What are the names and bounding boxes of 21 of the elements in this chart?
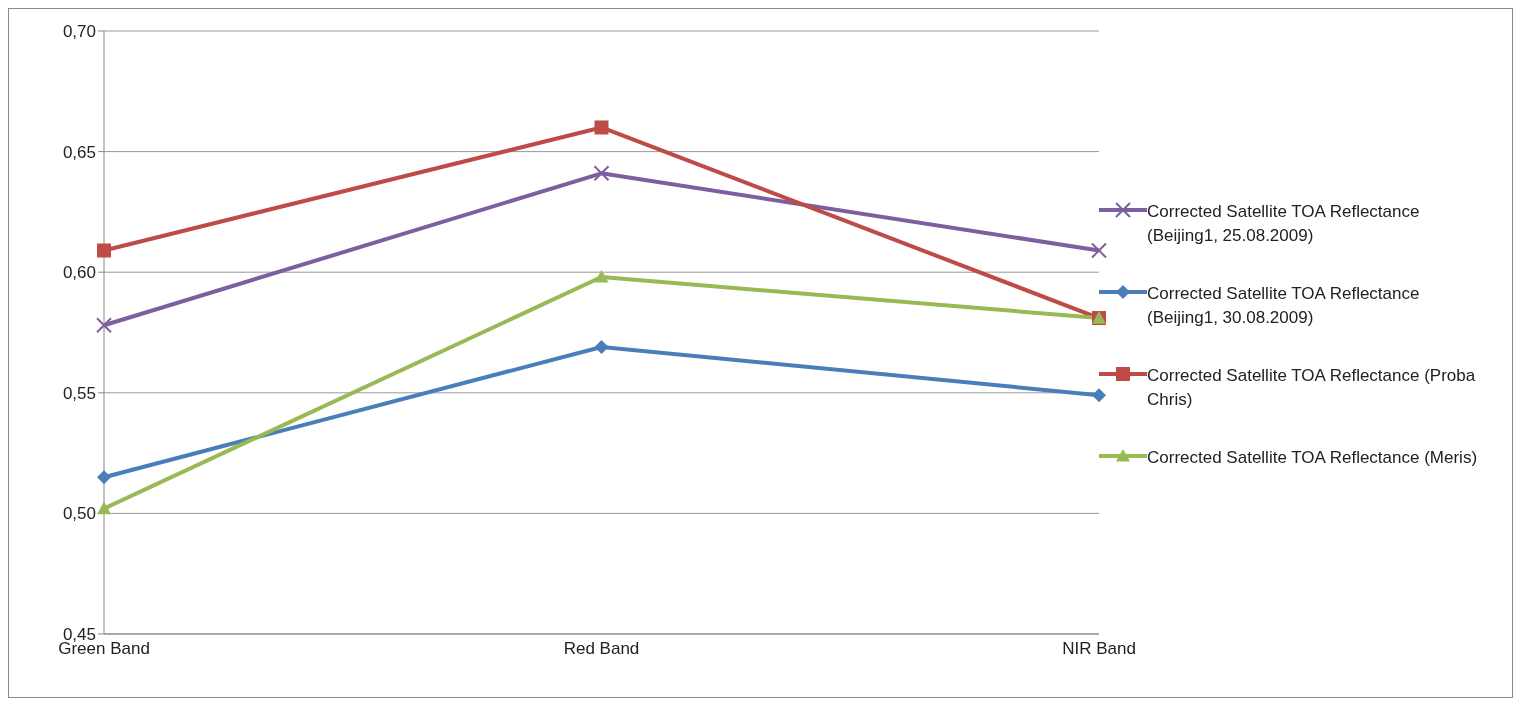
- point: [593, 165, 610, 182]
- point: [594, 339, 609, 354]
- legend-label: Corrected Satellite TOA Reflectance (Beijing1, 30.08.2009): [1147, 282, 1421, 329]
- point: [96, 317, 112, 334]
- point: [594, 270, 609, 283]
- y-tick-label: 0,55: [62, 383, 96, 403]
- y-tick-label: 0,70: [62, 22, 96, 42]
- point: [594, 120, 609, 135]
- point: [97, 470, 111, 485]
- point: [1091, 242, 1107, 259]
- y-tick-label: 0,60: [62, 263, 96, 283]
- x-tick-label: NIR Band: [1062, 639, 1136, 659]
- legend-label: Corrected Satellite TOA Reflectance (Beijing1, 25.08.2009): [1147, 200, 1421, 247]
- point: [97, 501, 111, 515]
- y-tick-label: 0,50: [62, 504, 96, 524]
- x-tick-label: Red Band: [563, 639, 640, 659]
- point: [97, 243, 111, 258]
- y-tick-label: 0,65: [62, 142, 96, 162]
- point: [1092, 388, 1106, 403]
- legend-label: Corrected Satellite TOA Reflectance (Meris): [1147, 446, 1478, 469]
- legend-label: Corrected Satellite TOA Reflectance (Proba Chris): [1147, 364, 1477, 411]
